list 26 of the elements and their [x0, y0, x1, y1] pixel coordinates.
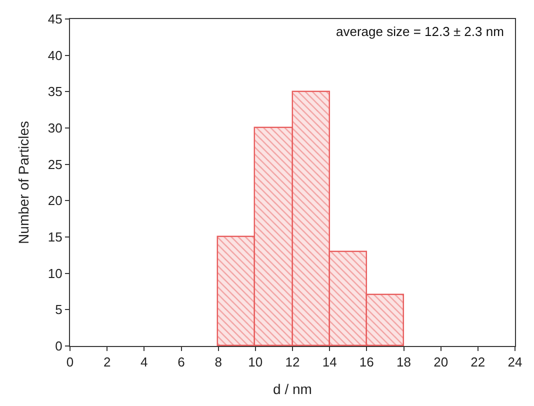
x-tick-label: 2	[103, 354, 111, 370]
x-tick-label: 16	[359, 354, 374, 370]
y-tick-label: 45	[48, 12, 62, 27]
x-tick-label: 12	[285, 354, 300, 370]
x-tick-label: 14	[322, 354, 337, 370]
x-tick-label: 22	[470, 354, 486, 370]
y-tick-label: 40	[48, 48, 62, 63]
x-axis-title: d / nm	[273, 380, 312, 397]
y-tick-label: 10	[48, 266, 62, 281]
x-tick-label: 18	[396, 354, 411, 370]
y-tick-label: 25	[48, 156, 62, 172]
x-tick-label: 8	[214, 354, 222, 370]
x-tick-label: 20	[434, 354, 448, 370]
y-tick-label: 0	[55, 338, 62, 354]
annotation: average size = 12.3 ± 2.3 nm	[336, 24, 504, 39]
y-tick-label: 15	[48, 230, 62, 245]
x-tick-label: 10	[248, 354, 263, 370]
x-tick-label: 24	[508, 354, 522, 370]
y-axis-title: Number of Particles	[16, 121, 32, 244]
y-tick-label: 5	[55, 302, 62, 318]
x-tick-label: 0	[66, 354, 74, 370]
x-tick-label: 6	[178, 354, 185, 370]
x-tick-label: 4	[140, 354, 148, 370]
y-tick-label: 30	[48, 120, 62, 136]
y-tick-label: 35	[48, 84, 62, 100]
y-tick-label: 20	[48, 193, 62, 208]
